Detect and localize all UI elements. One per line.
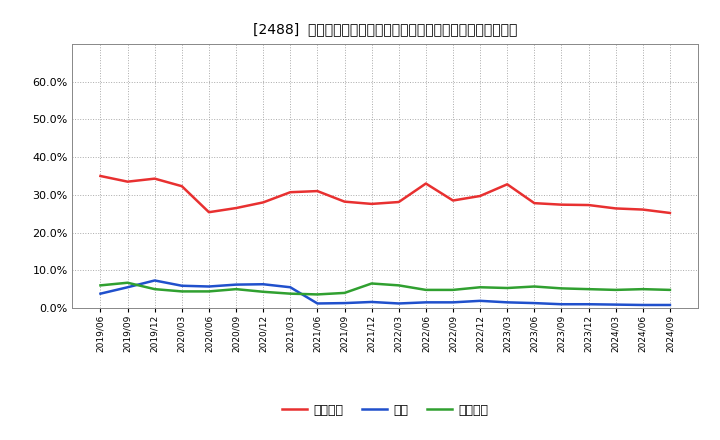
- 在庫: [123, 285, 132, 290]
- Title: [2488]  売上債権、在庫、買入債務の総資産に対する比率の推移: [2488] 売上債権、在庫、買入債務の総資産に対する比率の推移: [253, 22, 518, 36]
- 売上債権: [232, 205, 240, 211]
- 在庫: [665, 302, 674, 308]
- 在庫: [584, 301, 593, 307]
- 売上債権: [665, 210, 674, 216]
- 買入債務: [421, 287, 430, 293]
- 売上債権: [530, 201, 539, 206]
- Line: 買入債務: 買入債務: [101, 283, 670, 294]
- 買入債務: [503, 286, 511, 291]
- 在庫: [476, 298, 485, 304]
- 買入債務: [530, 284, 539, 289]
- 在庫: [96, 291, 105, 296]
- Legend: 売上債権, 在庫, 買入債務: 売上債権, 在庫, 買入債務: [277, 399, 493, 422]
- 売上債権: [557, 202, 566, 207]
- 買入債務: [639, 286, 647, 292]
- 在庫: [204, 284, 213, 289]
- 在庫: [503, 300, 511, 305]
- 買入債務: [395, 283, 403, 288]
- 買入債務: [150, 286, 159, 292]
- 在庫: [178, 283, 186, 288]
- 売上債権: [611, 206, 620, 211]
- 売上債権: [421, 181, 430, 186]
- 買入債務: [259, 289, 268, 294]
- 買入債務: [286, 291, 294, 296]
- 在庫: [449, 300, 457, 305]
- Line: 売上債権: 売上債権: [101, 176, 670, 213]
- 在庫: [150, 278, 159, 283]
- 買入債務: [204, 289, 213, 294]
- 在庫: [232, 282, 240, 287]
- 売上債権: [584, 202, 593, 208]
- 在庫: [530, 301, 539, 306]
- 在庫: [395, 301, 403, 306]
- 買入債務: [313, 292, 322, 297]
- 売上債権: [476, 193, 485, 198]
- 在庫: [421, 300, 430, 305]
- 在庫: [286, 285, 294, 290]
- 売上債権: [313, 188, 322, 194]
- 売上債権: [449, 198, 457, 203]
- 買入債務: [96, 283, 105, 288]
- 売上債権: [286, 190, 294, 195]
- 売上債権: [367, 201, 376, 206]
- 売上債権: [341, 199, 349, 204]
- 在庫: [341, 301, 349, 306]
- 在庫: [557, 301, 566, 307]
- 在庫: [259, 282, 268, 287]
- 売上債権: [639, 207, 647, 212]
- 在庫: [611, 302, 620, 307]
- 買入債務: [449, 287, 457, 293]
- 買入債務: [341, 290, 349, 296]
- 在庫: [313, 301, 322, 306]
- 買入債務: [232, 286, 240, 292]
- Line: 在庫: 在庫: [101, 280, 670, 305]
- 買入債務: [123, 280, 132, 286]
- 買入債務: [476, 285, 485, 290]
- 買入債務: [367, 281, 376, 286]
- 買入債務: [557, 286, 566, 291]
- 買入債務: [584, 286, 593, 292]
- 売上債権: [178, 183, 186, 189]
- 売上債権: [150, 176, 159, 181]
- 買入債務: [611, 287, 620, 293]
- 売上債権: [204, 209, 213, 215]
- 在庫: [639, 302, 647, 308]
- 売上債権: [395, 199, 403, 205]
- 買入債務: [178, 289, 186, 294]
- 買入債務: [665, 287, 674, 293]
- 売上債権: [123, 179, 132, 184]
- 売上債権: [96, 173, 105, 179]
- 在庫: [367, 299, 376, 304]
- 売上債権: [259, 200, 268, 205]
- 売上債権: [503, 182, 511, 187]
